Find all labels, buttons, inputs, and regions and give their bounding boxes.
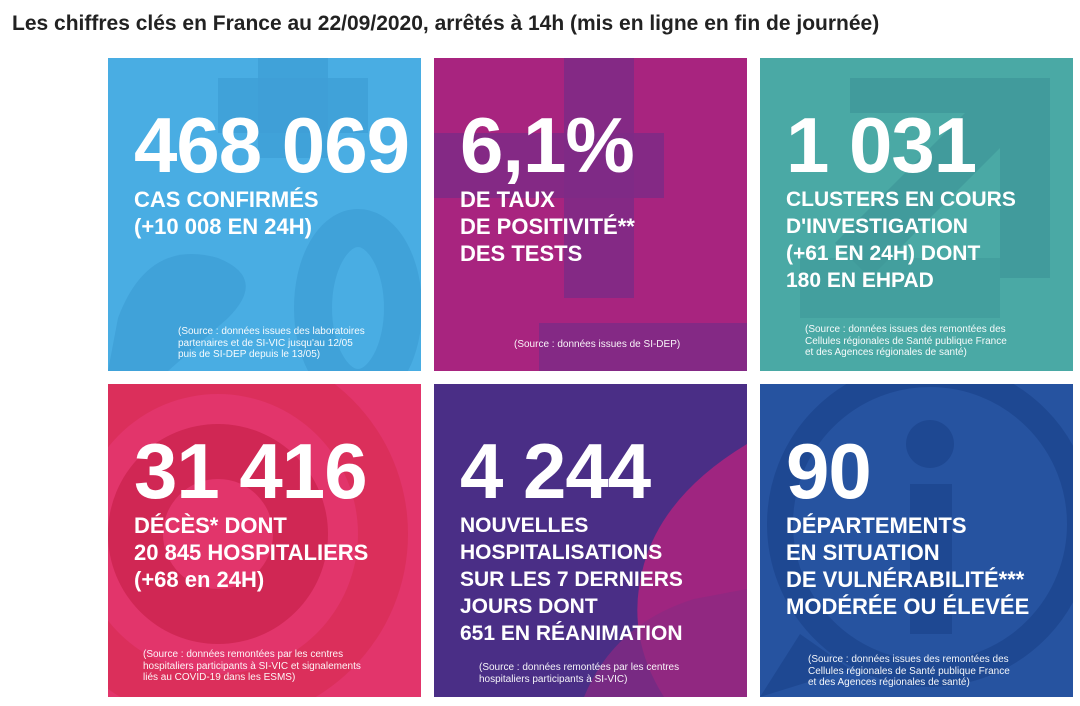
label-line: 20 845 HOSPITALIERS — [134, 540, 369, 565]
label-line: (+10 008 EN 24H) — [134, 214, 312, 239]
decorative-target-icon — [108, 384, 408, 697]
source-line: et des Agences régionales de santé) — [805, 347, 967, 358]
label-line: 651 EN RÉANIMATION — [460, 622, 683, 645]
label-line: SUR LES 7 DERNIERS — [460, 568, 683, 591]
source-line: puis de SI-DEP depuis le 13/05) — [178, 349, 321, 360]
source-line: Cellules régionales de Santé publique Fr… — [805, 335, 1007, 347]
departments-source: (Source : données issues des remontées d… — [808, 654, 1010, 689]
tile-clusters: 1 031 CLUSTERS EN COURS D'INVESTIGATION … — [760, 58, 1073, 371]
clusters-label: CLUSTERS EN COURS D'INVESTIGATION (+61 E… — [786, 186, 1016, 294]
tile-positivity-rate: 6,1% DE TAUX DE POSITIVITÉ** DES TESTS (… — [434, 58, 747, 371]
departments-label: DÉPARTEMENTS EN SITUATION DE VULNÉRABILI… — [786, 512, 1029, 620]
source-line: (Source : données issues de SI-DEP) — [514, 339, 681, 350]
label-line: DE VULNÉRABILITÉ*** — [786, 567, 1025, 592]
source-line: (Source : données remontées par les cent… — [479, 662, 680, 673]
label-line: (+61 EN 24H) DONT — [786, 242, 981, 265]
decorative-info-bubble-icon — [760, 384, 1073, 697]
label-line: CLUSTERS EN COURS — [786, 188, 1016, 211]
confirmed-cases-source: (Source : données issues des laboratoire… — [178, 326, 365, 361]
hospitalisations-label: NOUVELLES HOSPITALISATIONS SUR LES 7 DER… — [460, 512, 683, 647]
deaths-source: (Source : données remontées par les cent… — [143, 649, 361, 684]
hospitalisations-value: 4 244 — [460, 427, 651, 515]
label-line: JOURS DONT — [460, 595, 598, 618]
hospitalisations-source: (Source : données remontées par les cent… — [479, 662, 679, 685]
decorative-cross-icon — [434, 58, 747, 371]
label-line: 180 EN EHPAD — [786, 269, 934, 292]
label-line: DE POSITIVITÉ** — [460, 214, 635, 239]
label-line: DES TESTS — [460, 241, 583, 266]
page-title: Les chiffres clés en France au 22/09/202… — [12, 12, 880, 35]
confirmed-cases-label: CAS CONFIRMÉS (+10 008 EN 24H) — [134, 186, 319, 240]
clusters-value: 1 031 — [786, 101, 977, 189]
tile-departments: 90 DÉPARTEMENTS EN SITUATION DE VULNÉRAB… — [760, 384, 1073, 697]
source-line: et des Agences régionales de santé) — [808, 677, 970, 688]
deaths-label: DÉCÈS* DONT 20 845 HOSPITALIERS (+68 en … — [134, 512, 368, 593]
departments-value: 90 — [786, 427, 872, 515]
confirmed-cases-value: 468 069 — [134, 101, 410, 189]
source-line: (Source : données remontées par les cent… — [143, 649, 344, 660]
decorative-arrow-icon — [800, 78, 1050, 318]
label-line: DÉPARTEMENTS — [786, 513, 967, 538]
positivity-rate-source: (Source : données issues de SI-DEP) — [514, 339, 680, 351]
source-line: partenaires et de SI-VIC jusqu'au 12/05 — [178, 337, 353, 349]
label-line: DE TAUX — [460, 187, 555, 212]
deaths-value: 31 416 — [134, 427, 368, 515]
source-line: liés au COVID-19 dans les ESMS) — [143, 672, 296, 683]
label-line: CAS CONFIRMÉS — [134, 187, 319, 212]
label-line: EN SITUATION — [786, 540, 940, 565]
positivity-rate-value: 6,1% — [460, 101, 635, 189]
source-line: hospitaliers participants à SI-VIC) — [479, 673, 628, 685]
label-line: DÉCÈS* DONT — [134, 513, 287, 538]
label-line: D'INVESTIGATION — [786, 215, 968, 238]
source-line: (Source : données issues des remontées d… — [805, 324, 1006, 335]
tile-hospitalisations: 4 244 NOUVELLES HOSPITALISATIONS SUR LES… — [434, 384, 747, 697]
key-figures-grid: 468 069 CAS CONFIRMÉS (+10 008 EN 24H) (… — [108, 58, 1073, 700]
tile-deaths: 31 416 DÉCÈS* DONT 20 845 HOSPITALIERS (… — [108, 384, 421, 697]
label-line: NOUVELLES — [460, 514, 589, 537]
label-line: MODÉRÉE OU ÉLEVÉE — [786, 594, 1030, 619]
tile-confirmed-cases: 468 069 CAS CONFIRMÉS (+10 008 EN 24H) (… — [108, 58, 421, 371]
source-line: (Source : données issues des remontées d… — [808, 654, 1009, 665]
positivity-rate-label: DE TAUX DE POSITIVITÉ** DES TESTS — [460, 186, 635, 267]
decorative-plus-two-icon — [108, 58, 421, 371]
source-line: Cellules régionales de Santé publique Fr… — [808, 665, 1010, 677]
source-line: (Source : données issues des laboratoire… — [178, 326, 365, 337]
decorative-shape-icon — [584, 444, 747, 697]
label-line: HOSPITALISATIONS — [460, 541, 663, 564]
label-line: (+68 en 24H) — [134, 567, 265, 592]
clusters-source: (Source : données issues des remontées d… — [805, 324, 1007, 359]
source-line: hospitaliers participants à SI-VIC et si… — [143, 660, 361, 672]
